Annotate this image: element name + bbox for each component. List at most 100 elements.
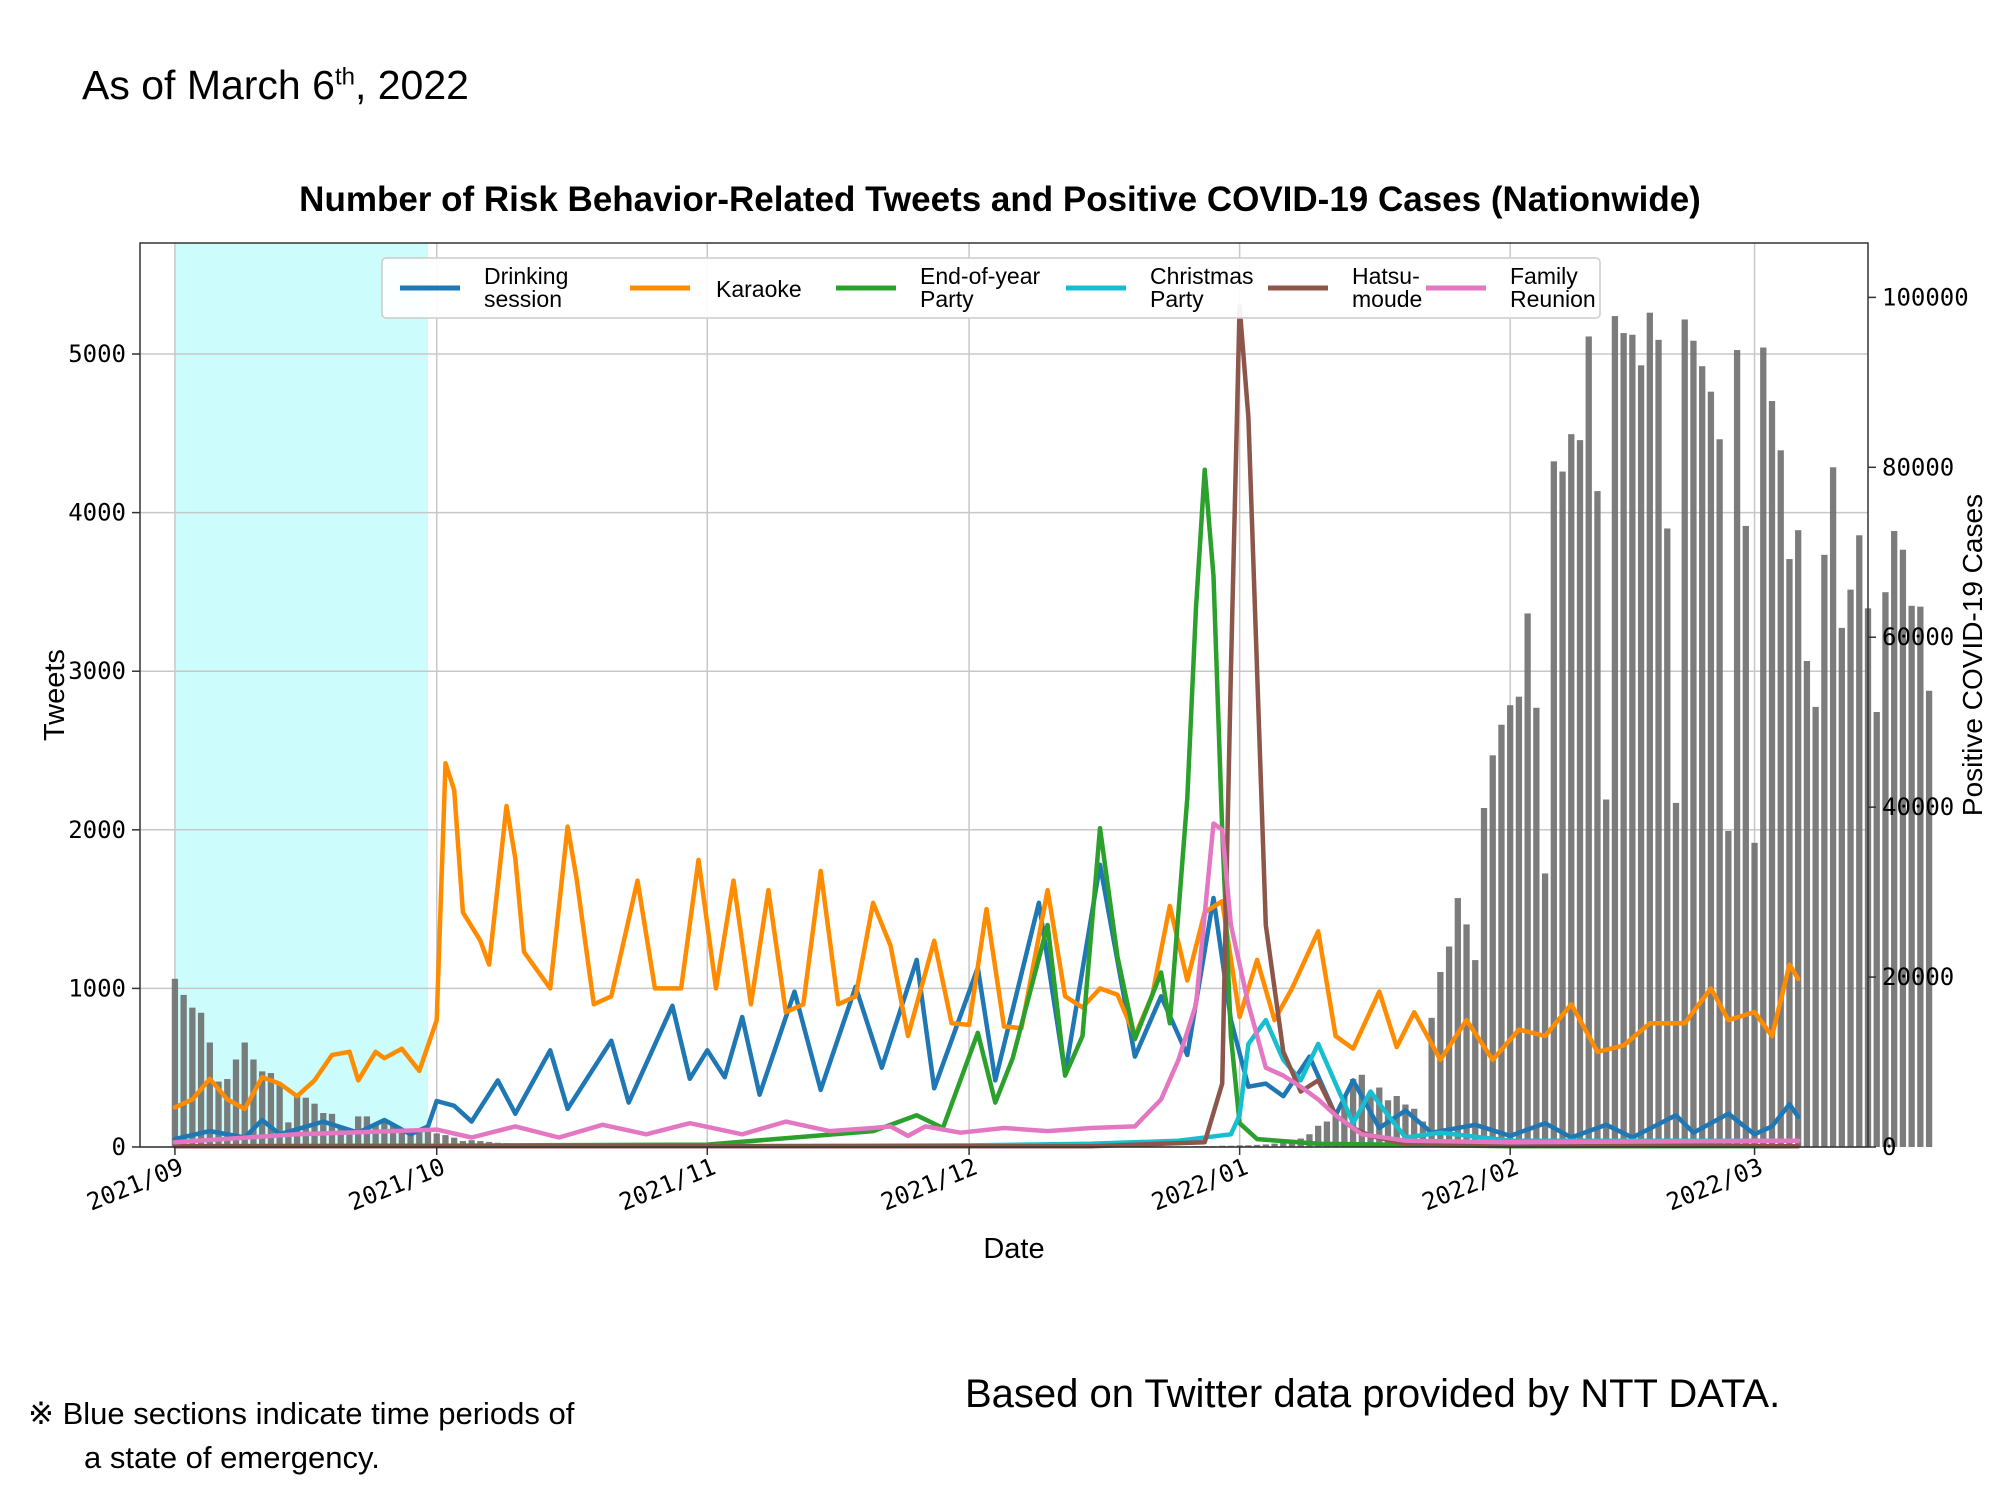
cases-bar	[346, 1132, 353, 1147]
legend-label: Family	[1510, 263, 1578, 289]
y-tick-label: 3000	[68, 657, 126, 685]
y-axis-label: Tweets	[39, 649, 71, 741]
cases-bar	[1550, 461, 1557, 1147]
cases-bar	[1803, 661, 1811, 1147]
cases-bar	[1795, 530, 1802, 1147]
chart-title: Number of Risk Behavior-Related Tweets a…	[299, 180, 1701, 219]
y2-tick-label: 40000	[1882, 793, 1954, 821]
cases-bar	[1271, 1143, 1278, 1147]
cases-bar	[1707, 391, 1715, 1147]
cases-bar	[1280, 1142, 1287, 1147]
cases-bar	[1376, 1087, 1383, 1147]
cases-bar	[1402, 1104, 1409, 1147]
cases-bar	[267, 1073, 275, 1147]
as-of-ordinal: th	[334, 63, 355, 91]
x-tick-label: 2022/01	[1148, 1153, 1252, 1217]
emergency-period-0	[174, 243, 428, 1147]
cases-bar	[1594, 491, 1601, 1148]
as-of-suffix: , 2022	[354, 62, 469, 108]
cases-bar	[1664, 528, 1671, 1147]
cases-bar	[1637, 365, 1645, 1148]
note-line-2: a state of emergency.	[84, 1440, 380, 1475]
cases-bar	[1908, 605, 1915, 1147]
cases-bar	[259, 1071, 266, 1147]
x-tick-label: 2021/09	[83, 1153, 187, 1217]
cases-bar	[398, 1129, 405, 1147]
cases-bar	[206, 1042, 213, 1147]
cases-bar	[1812, 706, 1819, 1147]
y2-tick-label: 20000	[1882, 963, 1954, 991]
cases-bar	[171, 978, 179, 1147]
cases-bar	[1725, 830, 1732, 1147]
legend-label: Hatsu-	[1352, 263, 1420, 289]
cases-bar	[1716, 439, 1723, 1147]
cases-bar	[1463, 924, 1470, 1147]
plot-frame	[139, 242, 1869, 1148]
legend-label: End-of-year	[920, 263, 1041, 289]
chart: 2021/09 2021/10 2021/11 2021/12 2022/01 2022/…	[39, 242, 1988, 1265]
cases-bar	[1236, 1145, 1243, 1147]
note-line-1: Blue sections indicate time periods of	[62, 1396, 575, 1431]
series-line-family-reunion	[172, 821, 1801, 1145]
cases-bar	[1393, 1096, 1400, 1147]
legend-label: Christmas	[1150, 263, 1254, 289]
cases-bar	[1428, 1017, 1435, 1147]
x-tick-label: 2021/12	[877, 1153, 981, 1217]
cases-bar	[407, 1134, 414, 1147]
cases-bar	[1533, 707, 1540, 1147]
as-of-date: As of March 6th, 2022	[82, 62, 469, 109]
cases-bar	[1925, 690, 1933, 1147]
cases-bar	[1690, 340, 1697, 1147]
cases-bar	[189, 1007, 196, 1147]
y2-tick-label: 100000	[1882, 283, 1969, 311]
cases-bar	[1253, 1144, 1261, 1147]
cases-bar	[372, 1124, 379, 1147]
cases-bar	[416, 1130, 423, 1147]
cases-bar	[1838, 627, 1845, 1147]
x-tick-label: 2021/11	[615, 1153, 719, 1217]
cases-bar	[215, 1081, 222, 1147]
cases-bar	[1498, 724, 1505, 1147]
cases-bar	[1245, 1145, 1252, 1147]
cases-bar	[1777, 450, 1784, 1148]
cases-bar	[424, 1131, 432, 1147]
cases-bar	[1367, 1096, 1374, 1147]
cases-bar	[1899, 549, 1907, 1147]
cases-bar	[180, 994, 187, 1147]
cases-bar	[293, 1094, 301, 1147]
cases-bar	[1480, 808, 1488, 1147]
cases-bar	[1559, 471, 1566, 1148]
cases-bar	[433, 1133, 440, 1147]
cases-bar	[1349, 1079, 1357, 1147]
cases-bar	[320, 1113, 327, 1147]
x-axis-label: Date	[983, 1233, 1044, 1265]
cases-bar	[1646, 312, 1653, 1147]
cases-bar	[1829, 467, 1837, 1147]
cases-bar	[1760, 347, 1767, 1147]
cases-bar	[1873, 711, 1880, 1147]
cases-bar	[1786, 559, 1793, 1147]
cases-bar	[1611, 316, 1619, 1148]
cases-bar	[1733, 350, 1741, 1148]
cases-bar	[1655, 339, 1662, 1147]
cases-bar	[381, 1120, 388, 1147]
cases-bar	[1856, 535, 1863, 1147]
cases-bar	[1847, 589, 1854, 1147]
cases-bar	[1323, 1121, 1331, 1147]
cases-bar	[1585, 336, 1592, 1148]
cases-bar	[241, 1042, 248, 1147]
cases-bar	[1882, 592, 1889, 1147]
cases-bar	[302, 1097, 309, 1147]
cases-bar	[224, 1079, 231, 1147]
cases-bar	[250, 1059, 257, 1147]
cases-bar	[1629, 334, 1636, 1147]
cases-bar	[1891, 531, 1898, 1147]
footnote: ※ Blue sections indicate time periods of…	[28, 1392, 574, 1480]
cases-bar	[389, 1124, 397, 1147]
legend-label: Reunion	[1510, 286, 1596, 312]
cases-bar	[276, 1084, 283, 1147]
y2-tick-label: 80000	[1882, 453, 1954, 481]
cases-bar	[1454, 898, 1461, 1147]
legend-label: Karaoke	[716, 276, 802, 302]
